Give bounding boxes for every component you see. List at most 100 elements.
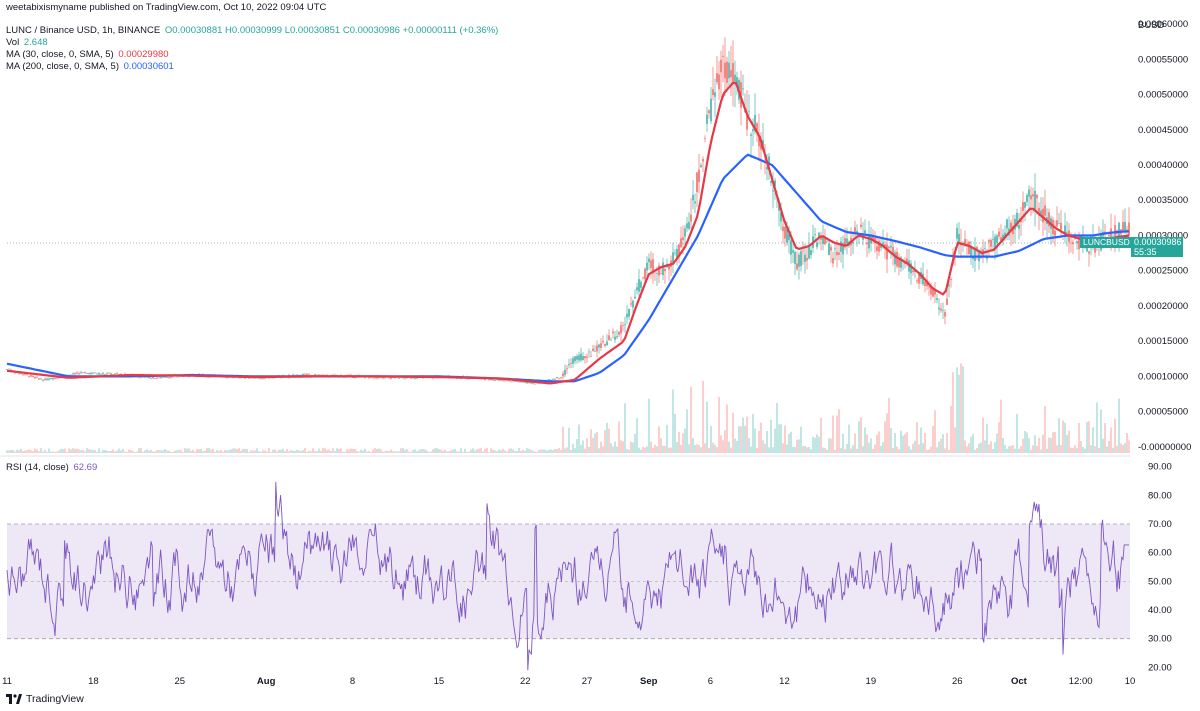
candle-body [1076,240,1078,244]
volume-bar [662,445,664,453]
volume-bar [30,450,32,453]
volume-bar [622,441,624,453]
volume-bar [434,448,436,453]
candle-body [72,373,74,375]
volume-bar [448,451,450,453]
volume-bar [564,448,566,453]
ma200-label[interactable]: MA (200, close, 0, SMA, 5) [6,61,119,72]
volume-bar [684,428,686,453]
symbol-legend: LUNC / Binance USD, 1h, BINANCE O0.00030… [6,25,498,37]
volume-bar [152,451,154,453]
volume-bar [732,412,734,453]
rsi-label[interactable]: RSI (14, close) [6,462,69,473]
volume-bar [930,446,932,453]
candle-body [642,277,644,278]
volume-bar [854,433,856,453]
volume-bar [652,447,654,453]
volume-bar [642,446,644,453]
candle-body [1026,195,1028,202]
volume-bar [952,372,954,453]
candle-body [24,373,26,375]
candle-body [836,251,838,256]
candle-body [868,234,870,249]
volume-bar [1108,440,1110,453]
candle-body [680,238,682,248]
volume-bar [832,415,834,453]
volume-bar [704,443,706,453]
candle-body [800,251,802,267]
volume-bar [478,448,480,453]
volume-bar [192,449,194,453]
volume-bar [1050,437,1052,453]
volume-bar [124,451,126,453]
volume-bar [472,448,474,453]
volume-bar [664,445,666,453]
volume-bar [1120,443,1122,453]
volume-bar [476,449,478,453]
volume-bar [1094,446,1096,453]
volume-bar [132,451,134,453]
volume-bar [910,449,912,453]
candle-body [832,258,834,264]
volume-bar [752,413,754,453]
candle-body [1016,212,1018,227]
tradingview-logo[interactable]: TradingView [6,693,84,705]
candle-body [22,374,24,375]
volume-bar [940,438,942,453]
volume-bar [246,449,248,453]
volume-bar [1014,448,1016,453]
price-axis[interactable]: 0.00060000 0.00055000 0.00050000 0.00045000… [1138,19,1191,453]
volume-bar [1060,445,1062,453]
candle-body [40,378,42,380]
rsi-tick-label: 90.00 [1148,462,1172,473]
rsi-axis[interactable]: 90.00 80.00 70.00 60.00 50.00 40.00 30.00 20.00 [1148,462,1172,674]
volume-bar [510,448,512,453]
volume-bar [794,447,796,453]
candle-body [814,234,816,236]
candle-body [838,252,840,255]
volume-bar [860,417,862,453]
volume-bar [862,446,864,453]
volume-bar [798,439,800,453]
ma30-line [6,81,1130,385]
volume-bar [600,441,602,453]
volume-bar [426,450,428,453]
volume-bar [570,449,572,453]
volume-bar [744,425,746,453]
volume-bar [106,450,108,453]
candle-body [612,331,614,334]
candle-body [1000,237,1002,242]
volume-bar [814,437,816,453]
candle-body [810,250,812,256]
candle-body [998,231,1000,237]
candle-body [876,246,878,251]
volume-bar [188,448,190,453]
candle-countdown: 55:35 [1134,247,1157,257]
symbol-name[interactable]: LUNC / Binance USD, 1h, BINANCE [6,25,161,36]
candle-body [786,228,788,243]
volume-bar [700,447,702,453]
candle-body [552,379,554,380]
volume-bar [1046,448,1048,453]
volume-bar [970,436,972,453]
volume-bar [120,450,122,453]
volume-bar [488,451,490,453]
volume-bar [176,450,178,453]
vol-label[interactable]: Vol [6,37,20,48]
candle-body [50,377,52,380]
volume-bar [292,450,294,453]
candle-body [1056,220,1058,227]
volume-bar [378,448,380,453]
time-axis[interactable]: 11 18 25 Aug 8 15 22 27 Sep 6 12 19 26 Oct 12:00 10 [2,676,1135,687]
volume-bar [534,451,536,453]
volume-bar [268,448,270,453]
volume-bar [596,432,598,453]
candle-body [704,137,706,139]
candle-body [924,282,926,286]
candle-body [560,377,562,378]
ma30-label[interactable]: MA (30, close, 0, SMA, 5) [6,49,114,60]
symbol-price-tag: LUNCBUSD [1080,237,1133,248]
candle-body [844,238,846,248]
volume-bar [716,447,718,453]
